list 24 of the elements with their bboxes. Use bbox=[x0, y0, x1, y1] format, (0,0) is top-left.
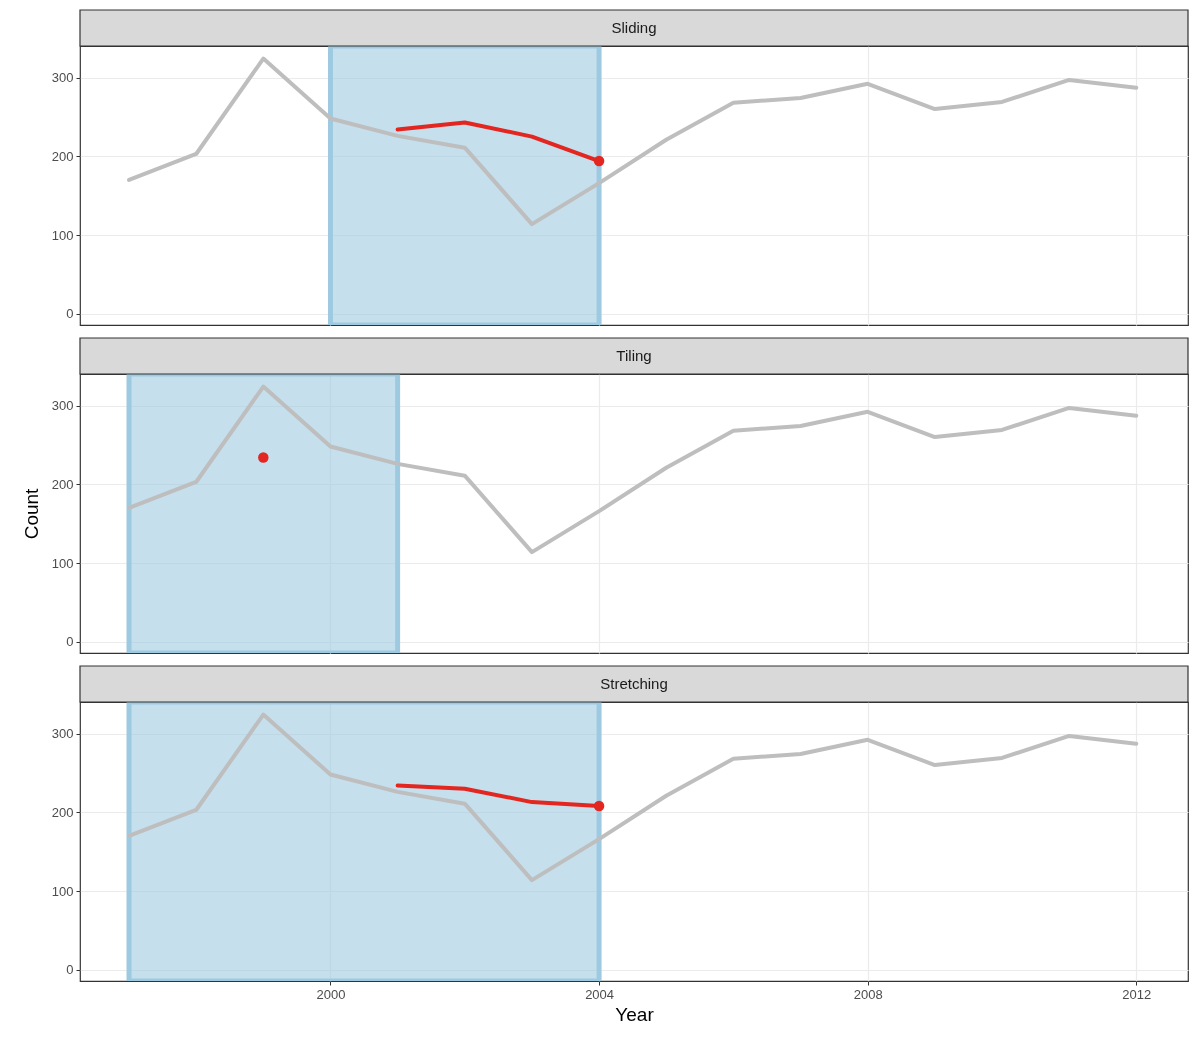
y-tick-label: 300 bbox=[51, 726, 74, 742]
chart-title: Sliding bbox=[611, 19, 657, 36]
line-series bbox=[127, 712, 1139, 883]
chart-title: Stretching bbox=[600, 675, 668, 692]
y-tick-label: 300 bbox=[51, 70, 74, 86]
y-tick-label: 0 bbox=[66, 634, 74, 650]
y-axis-title: Count bbox=[20, 487, 42, 540]
x-tick-label: 2008 bbox=[853, 986, 883, 1002]
x-tick-label: 2004 bbox=[585, 986, 615, 1002]
y-tick-label: 300 bbox=[51, 398, 74, 414]
x-axis-title: Year bbox=[615, 1003, 655, 1025]
y-tick-label: 100 bbox=[51, 555, 74, 571]
y-tick-label: 100 bbox=[51, 883, 74, 899]
y-tick-label: 200 bbox=[51, 148, 74, 164]
chart-title: Tiling bbox=[616, 347, 652, 364]
x-tick-label: 2012 bbox=[1122, 986, 1152, 1002]
line-series bbox=[127, 384, 1139, 555]
y-tick-label: 0 bbox=[66, 306, 74, 322]
line-series bbox=[127, 56, 1139, 227]
y-tick-label: 200 bbox=[51, 804, 74, 820]
y-tick-label: 0 bbox=[66, 962, 74, 978]
x-tick-label: 2000 bbox=[316, 986, 346, 1002]
y-tick-label: 200 bbox=[51, 476, 74, 492]
y-tick-label: 100 bbox=[51, 227, 74, 243]
